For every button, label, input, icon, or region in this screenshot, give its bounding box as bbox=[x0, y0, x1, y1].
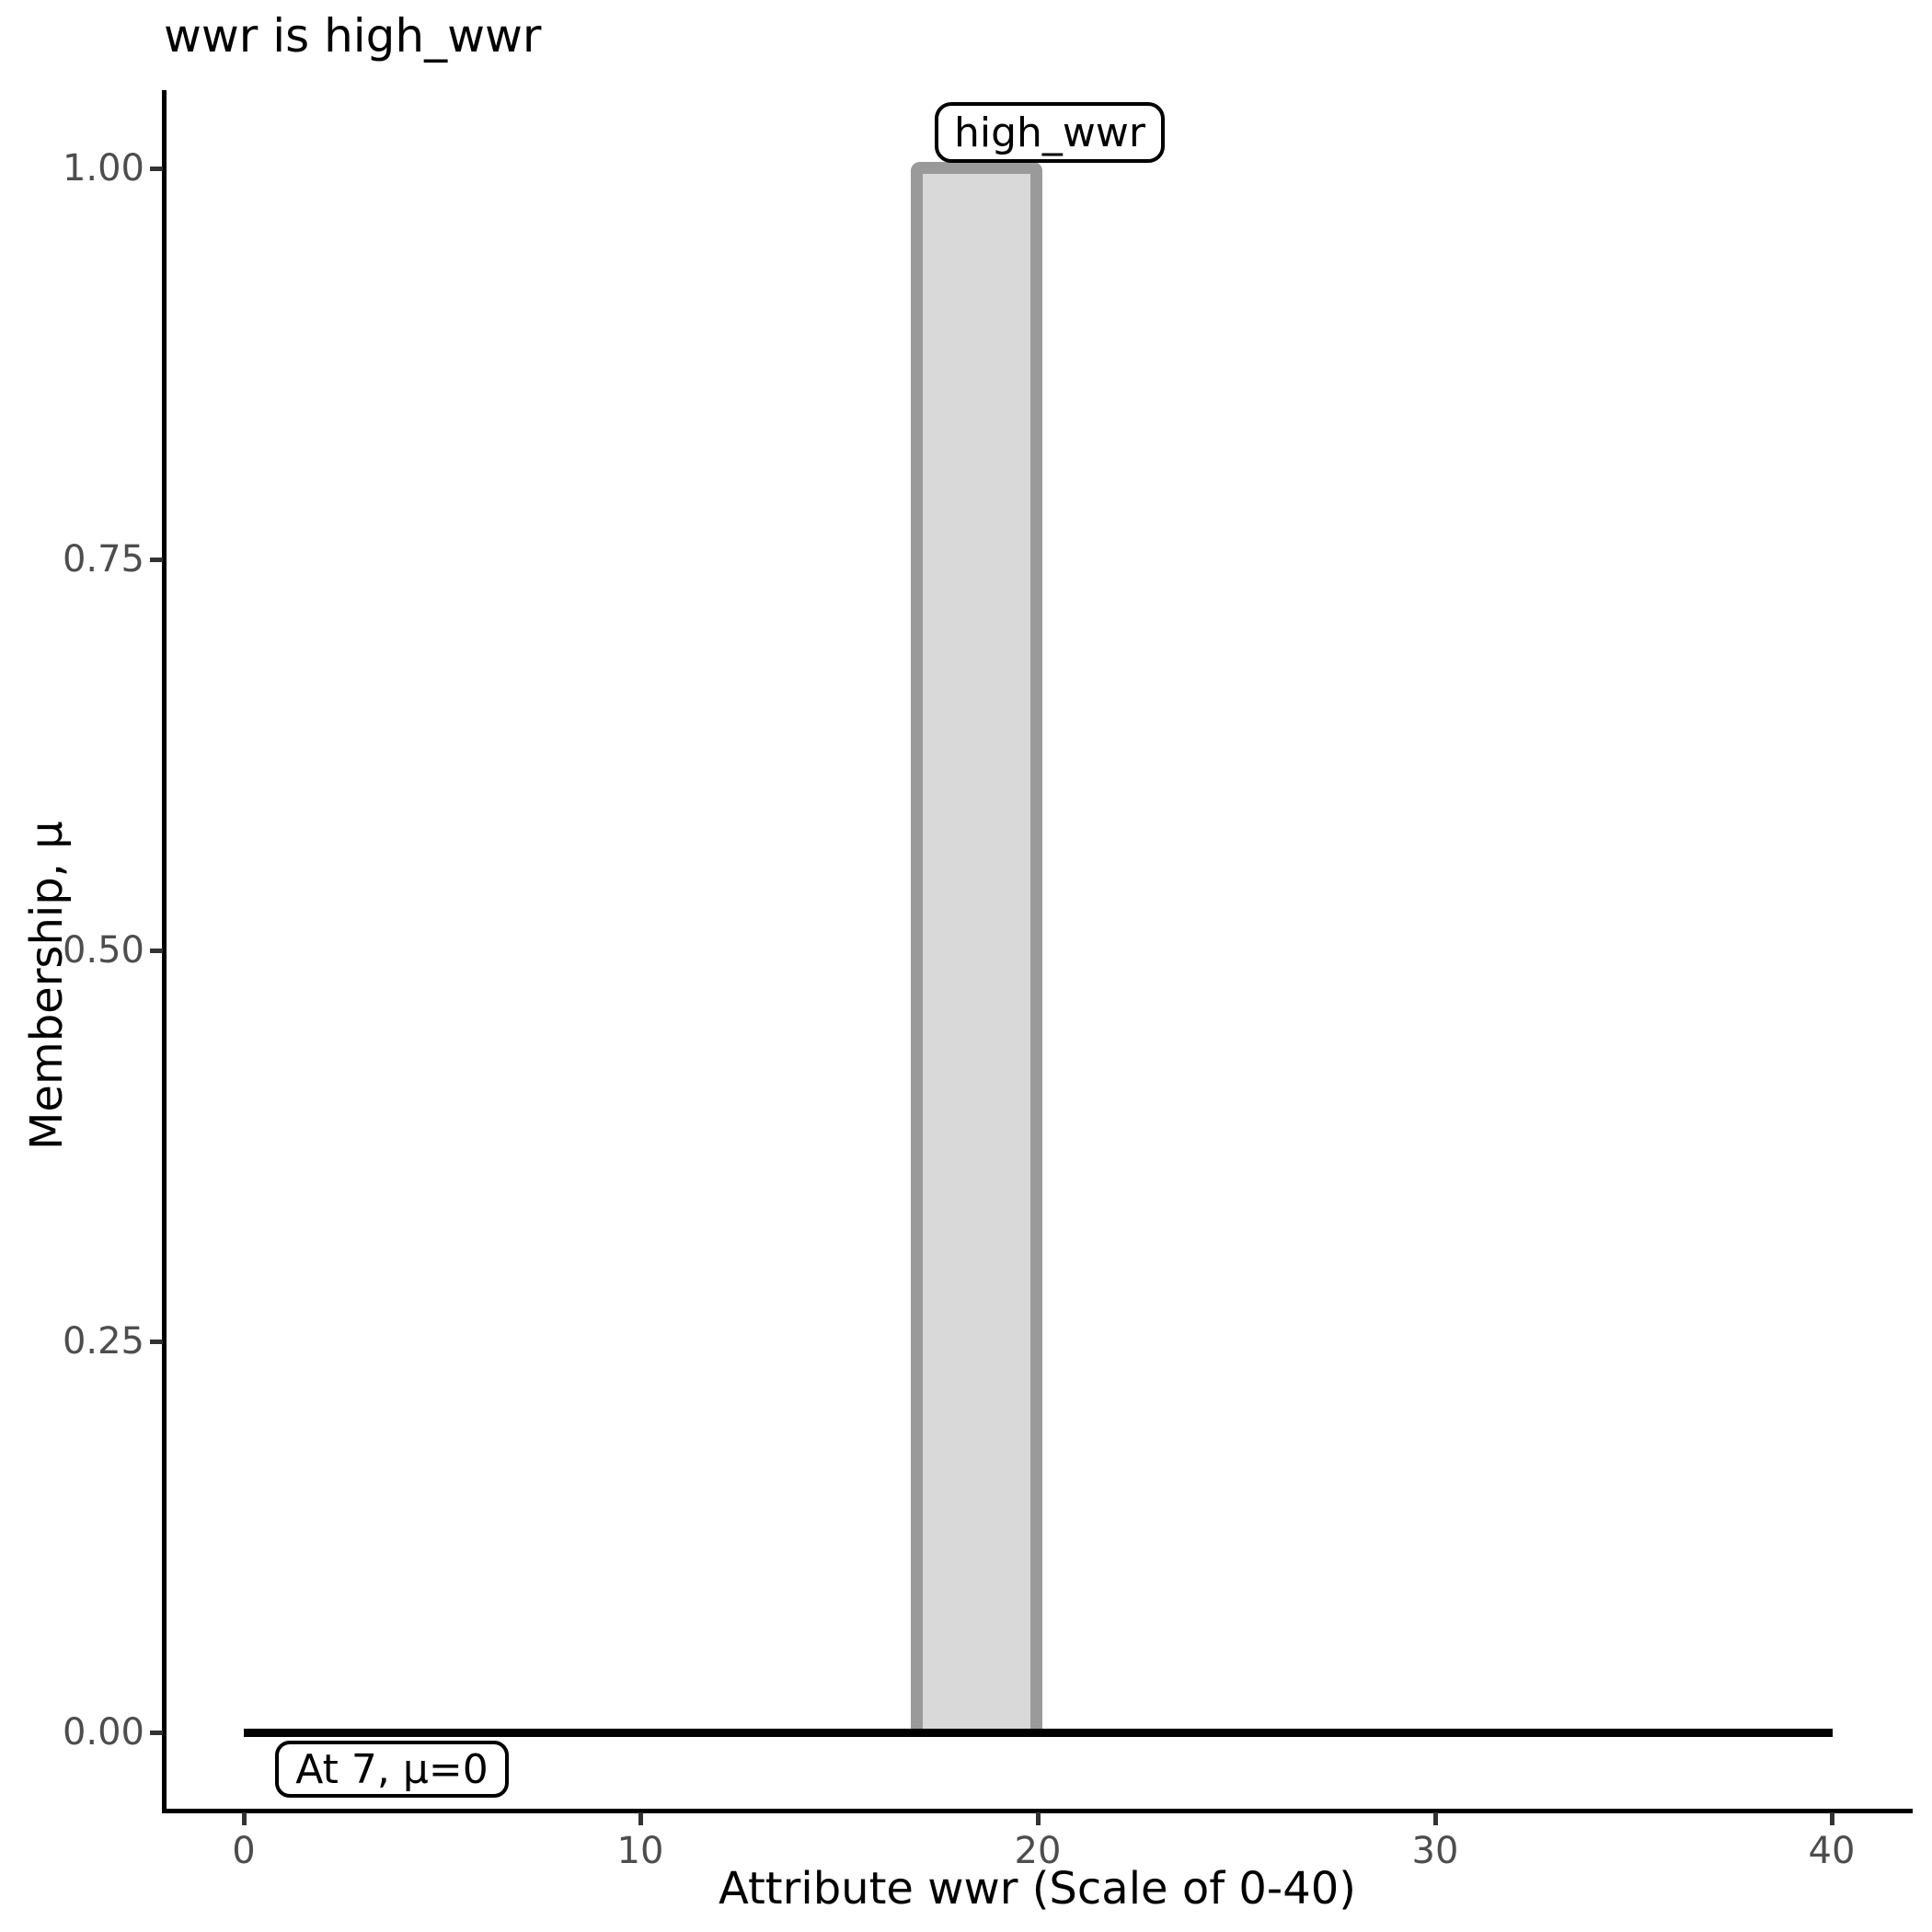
y-tick-mark-0.50 bbox=[150, 949, 163, 953]
annotation-at-7-mu-0-text: At 7, μ=0 bbox=[295, 1745, 489, 1793]
y-tick-label-0.75: 0.75 bbox=[62, 538, 144, 581]
y-tick-label-0.00: 0.00 bbox=[62, 1711, 144, 1754]
y-tick-label-1.00: 1.00 bbox=[62, 147, 144, 190]
annotation-high-wwr-text: high_wwr bbox=[954, 109, 1145, 156]
x-tick-mark-0 bbox=[242, 1812, 247, 1825]
x-tick-mark-30 bbox=[1433, 1812, 1438, 1825]
y-tick-mark-0.25 bbox=[150, 1340, 163, 1344]
x-tick-mark-20 bbox=[1036, 1812, 1041, 1825]
zero-membership-line bbox=[244, 1729, 1833, 1737]
annotation-at-7-mu-0: At 7, μ=0 bbox=[275, 1741, 509, 1798]
y-tick-mark-0.00 bbox=[150, 1731, 163, 1735]
x-tick-mark-10 bbox=[638, 1812, 643, 1825]
y-axis-title: Membership, μ bbox=[21, 821, 73, 1150]
x-tick-label-0: 0 bbox=[232, 1830, 256, 1872]
x-tick-label-10: 10 bbox=[616, 1830, 664, 1872]
y-tick-mark-0.75 bbox=[150, 558, 163, 562]
chart-title: wwr is high_wwr bbox=[164, 9, 542, 63]
y-tick-label-0.25: 0.25 bbox=[62, 1320, 144, 1363]
y-tick-label-0.50: 0.50 bbox=[62, 929, 144, 972]
x-tick-label-30: 30 bbox=[1411, 1830, 1459, 1872]
y-axis-line bbox=[162, 90, 167, 1813]
x-tick-label-40: 40 bbox=[1808, 1830, 1856, 1872]
x-axis-title: Attribute wwr (Scale of 0-40) bbox=[718, 1863, 1357, 1915]
x-tick-label-20: 20 bbox=[1014, 1830, 1062, 1872]
membership-bar-high-wwr bbox=[911, 162, 1042, 1734]
x-tick-mark-40 bbox=[1830, 1812, 1834, 1825]
y-tick-mark-1.00 bbox=[150, 167, 163, 171]
annotation-high-wwr: high_wwr bbox=[935, 102, 1165, 163]
x-axis-line bbox=[162, 1809, 1913, 1813]
